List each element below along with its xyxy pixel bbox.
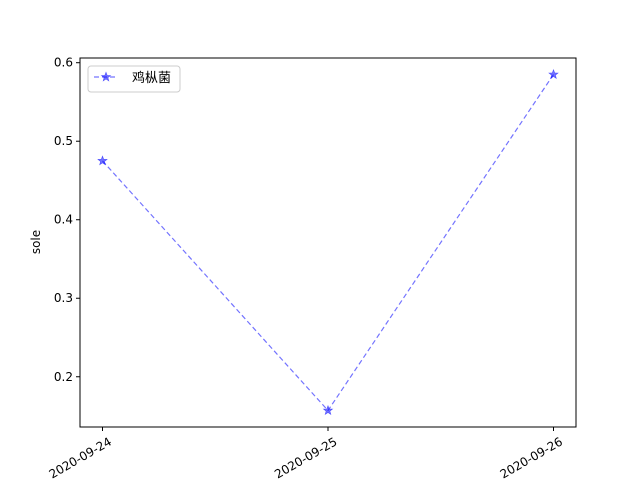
y-axis-ticks: 0.2 0.3 0.4 0.5 0.6 [54, 56, 80, 384]
legend-label: 鸡枞菌 [132, 70, 171, 86]
y-tick-label: 0.4 [54, 213, 73, 227]
legend-star-marker [100, 71, 112, 82]
data-point-2020-09-24 [97, 155, 108, 166]
y-tick-label: 0.6 [54, 56, 73, 70]
y-axis-label: sole [29, 230, 43, 254]
y-tick-label: 0.3 [54, 291, 73, 305]
data-point-2020-09-25 [322, 404, 334, 416]
data-point-2020-09-26 [548, 68, 559, 80]
y-tick-label: 0.5 [54, 134, 73, 148]
legend-box [87, 65, 181, 93]
legend: 鸡枞菌 [87, 65, 181, 93]
y-tick-label: 0.2 [54, 370, 73, 384]
